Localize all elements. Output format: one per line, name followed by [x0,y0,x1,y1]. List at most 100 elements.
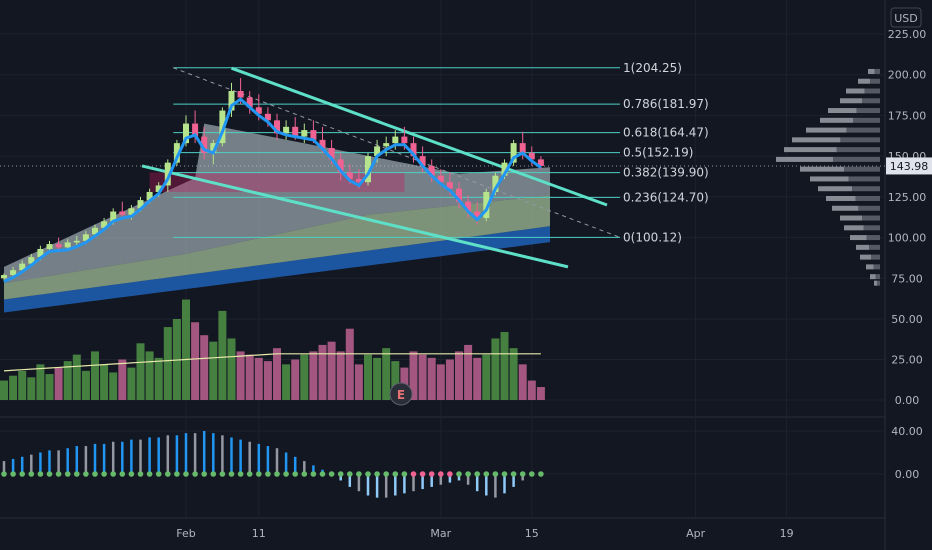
volume-bar [309,351,318,400]
volume-bar [254,357,263,400]
fib-level-label: 0.382(139.90) [623,166,709,180]
candle-body [55,244,62,248]
volume-bar [63,361,72,400]
volume-bar [245,354,254,400]
osc-dot [146,471,153,477]
volume-profile-bar [820,117,853,123]
osc-dot [383,471,390,477]
candle-body [483,191,490,219]
candle-body [337,159,344,173]
volume-profile-bar [810,176,849,182]
candle-body [419,156,426,166]
price-tick-label: 75.00 [891,272,923,285]
volume-bar [445,359,454,400]
volume-profile-bar [826,195,856,201]
osc-dot [174,471,180,477]
time-tick-label: Mar [430,527,451,540]
price-tick-label: 125.00 [888,191,927,204]
osc-dot [529,471,535,477]
osc-dot [419,471,426,477]
volume-bar [427,357,436,400]
candle-body [228,91,235,111]
candle-body [64,242,71,248]
currency-box[interactable] [890,7,922,28]
volume-bar [536,387,545,400]
volume-bar [318,344,327,400]
volume-profile-bar [858,78,871,84]
price-tick-label: 200.00 [888,69,927,82]
volume-tick-label: 25.00 [891,354,923,367]
candle-body [10,270,17,276]
oscillator-histogram [1,431,544,498]
volume-bar [373,357,382,400]
candle-body [365,156,371,183]
candle-body [264,113,271,121]
osc-dot [155,471,162,477]
volume-bar [491,338,500,400]
earnings-marker[interactable] [389,382,413,406]
candle-body [292,126,299,137]
volume-bar [136,343,145,400]
candle-body [219,110,226,144]
osc-dot [519,471,526,477]
volume-bar [27,377,36,400]
volume-bar [0,380,8,400]
osc-dot [255,471,262,477]
candle-body [82,234,89,241]
osc-dot [401,471,408,477]
osc-dot [46,471,53,477]
volume-bar [364,354,372,400]
candle-body [19,263,26,271]
candle-body [537,159,544,166]
osc-dot [510,471,517,477]
osc-dot [37,471,44,477]
osc-dot [374,471,380,477]
candle-body [310,130,317,140]
volume-bar [464,344,473,400]
fib-level-label: 1(204.25) [623,61,682,75]
volume-profile-bar [870,274,876,280]
osc-dot [438,471,444,477]
volume-profile-bar [862,98,880,104]
osc-dot [474,471,481,477]
candle-body [528,152,535,160]
volume-bar [500,331,509,400]
volume-bar [354,364,363,400]
volume-bar [81,370,90,400]
channel-upper-line [230,66,608,207]
candlestick-series [1,77,544,283]
volume-bar [145,351,154,400]
osc-dot [92,471,98,477]
volume-bar [300,354,309,400]
candle-body [428,165,435,176]
candle-body [201,136,208,153]
osc-dot [110,471,116,477]
volume-bar [382,348,391,400]
candle-body [283,126,290,134]
volume-profile-bar [836,147,880,153]
candle-body [392,136,399,144]
candle-body [46,244,53,249]
osc-dot [456,471,462,477]
volume-histogram [0,299,545,400]
ribbon-long-term [4,226,550,313]
osc-dot [83,471,89,477]
volume-bar [473,357,482,400]
volume-bar [72,354,81,400]
osc-dot [55,471,62,477]
time-tick-label: Feb [176,527,195,540]
osc-dot [447,471,453,477]
channel-lower-line [141,164,569,269]
volume-profile-bar [844,166,880,172]
volume-bar [200,335,209,400]
volume-profile-bar [870,78,880,84]
price-tick-label: 100.00 [888,232,927,245]
volume-bar [91,351,99,400]
candle-body [501,162,508,176]
osc-dot [310,471,317,477]
price-tick-label: 175.00 [888,109,927,122]
candle-body [183,123,189,144]
osc-dot [274,471,280,477]
volume-profile-bar [848,176,880,182]
